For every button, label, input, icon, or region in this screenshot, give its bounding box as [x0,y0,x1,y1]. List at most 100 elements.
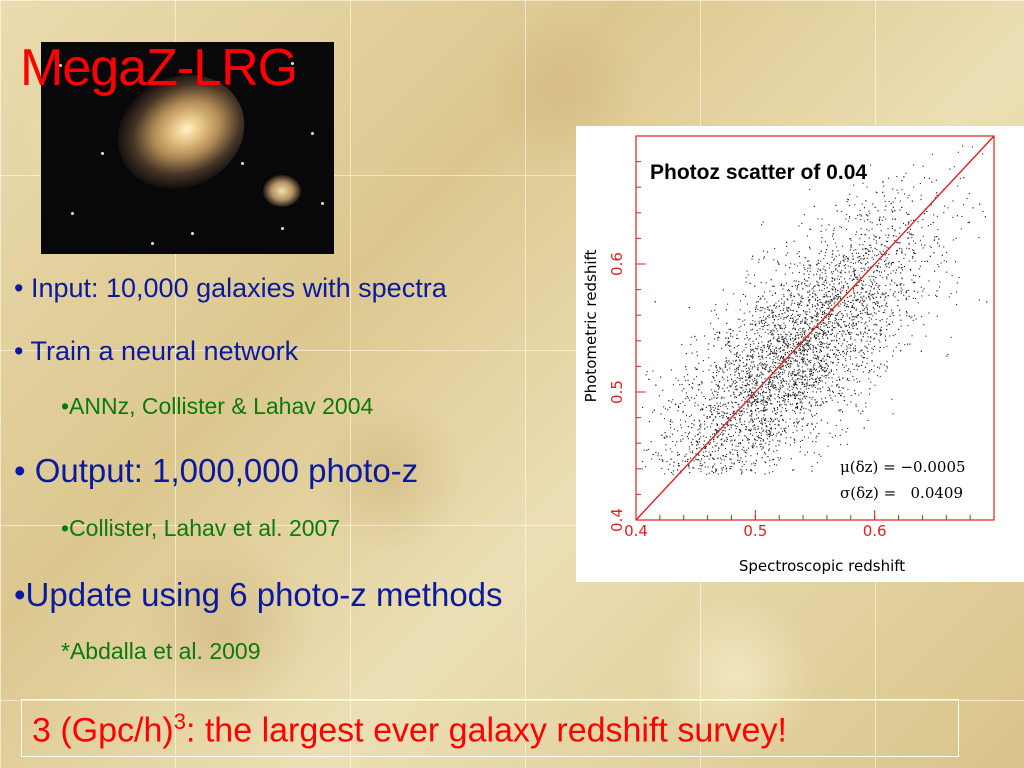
scatter-point [772,439,774,441]
scatter-point [885,234,887,236]
scatter-point [767,456,769,458]
scatter-point [837,270,839,272]
scatter-point [765,418,767,420]
scatter-point [815,391,817,393]
scatter-point [789,267,791,269]
scatter-point [831,399,833,401]
scatter-point [760,432,762,434]
scatter-point [790,373,792,375]
scatter-point [885,205,887,207]
scatter-point [657,455,659,457]
scatter-point [848,332,850,334]
scatter-point [780,284,782,286]
scatter-point [710,436,712,438]
scatter-point [808,300,810,302]
scatter-point [790,458,792,460]
scatter-point [876,301,878,303]
scatter-point [732,330,734,332]
scatter-point [869,340,871,342]
scatter-point [766,408,768,410]
scatter-point [876,333,878,335]
scatter-point [832,233,834,235]
scatter-point [739,391,741,393]
scatter-point [816,413,818,415]
scatter-point [784,273,786,275]
scatter-point [836,293,838,295]
scatter-point [888,253,890,255]
scatter-point [821,329,823,331]
scatter-point [686,436,688,438]
scatter-point [765,430,767,432]
scatter-point [818,366,820,368]
scatter-point [781,283,783,285]
scatter-point [733,393,735,395]
scatter-point [820,260,822,262]
scatter-point [805,280,807,282]
scatter-point [790,350,792,352]
scatter-point [760,403,762,405]
scatter-point [822,331,824,333]
scatter-point [791,302,793,304]
scatter-point [784,343,786,345]
scatter-point [827,344,829,346]
scatter-point [813,368,815,370]
scatter-point [862,357,864,359]
scatter-point [852,375,854,377]
scatter-point [805,353,807,355]
scatter-point [754,429,756,431]
scatter-point [815,437,817,439]
scatter-point [688,306,690,308]
scatter-point [713,440,715,442]
scatter-point [763,256,765,258]
scatter-point [837,358,839,360]
scatter-point [777,362,779,364]
scatter-point [782,368,784,370]
scatter-point [807,296,809,298]
scatter-point [735,413,737,415]
scatter-point [697,429,699,431]
scatter-point [708,369,710,371]
scatter-point [737,369,739,371]
scatter-point [832,286,834,288]
scatter-point [774,418,776,420]
scatter-point [767,354,769,356]
scatter-point [798,372,800,374]
scatter-point [764,346,766,348]
scatter-point [930,223,932,225]
scatter-point [821,272,823,274]
scatter-point [819,351,821,353]
scatter-point [769,369,771,371]
scatter-point [761,373,763,375]
scatter-point [815,368,817,370]
scatter-point [763,410,765,412]
scatter-point [792,342,794,344]
scatter-point [768,314,770,316]
scatter-point [741,461,743,463]
scatter-point [792,371,794,373]
scatter-point [776,306,778,308]
scatter-point [718,336,720,338]
x-axis-label: Spectroscopic redshift [739,557,905,575]
scatter-point [782,418,784,420]
scatter-point [727,369,729,371]
scatter-point [710,310,712,312]
scatter-point [749,380,751,382]
scatter-point [769,357,771,359]
scatter-point [754,274,756,276]
scatter-point [868,320,870,322]
scatter-point [766,346,768,348]
scatter-point [859,214,861,216]
scatter-point [752,356,754,358]
scatter-point [783,285,785,287]
scatter-point [820,250,822,252]
scatter-point [698,438,700,440]
scatter-point [719,433,721,435]
scatter-point [887,274,889,276]
scatter-point [747,274,749,276]
scatter-point [752,255,754,257]
scatter-point [812,296,814,298]
scatter-point [747,377,749,379]
scatter-point [860,267,862,269]
scatter-point [911,237,913,239]
scatter-point [796,384,798,386]
